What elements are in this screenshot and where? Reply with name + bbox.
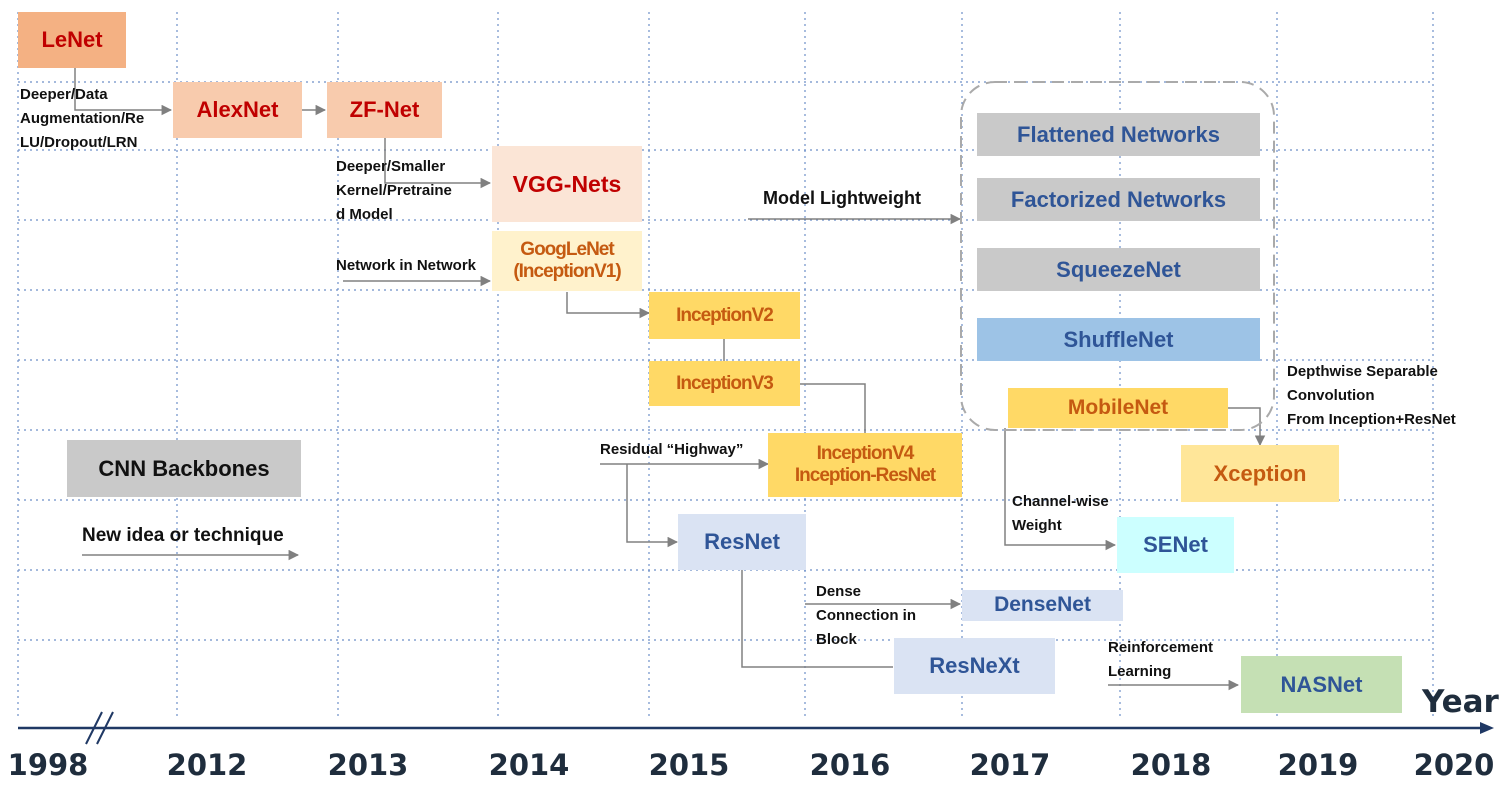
connectors bbox=[74, 68, 1266, 691]
senet-box: SENet bbox=[1117, 517, 1234, 573]
rl-label: Reinforcement Learning bbox=[1108, 636, 1213, 684]
vgg-idea-line2: Kernel/Pretraine bbox=[336, 182, 452, 199]
channel-line1: Channel-wise bbox=[1012, 493, 1109, 510]
year-label-2019: 2019 bbox=[1277, 748, 1359, 782]
legend-backbone-label: CNN Backbones bbox=[98, 455, 270, 481]
squeezenet-box: SqueezeNet bbox=[977, 248, 1260, 291]
xception-box: Xception bbox=[1181, 445, 1339, 502]
lightweight-group-outline bbox=[960, 81, 1275, 431]
year-label-2020: 2020 bbox=[1413, 748, 1495, 782]
shufflenet-box: ShuffleNet bbox=[977, 318, 1260, 361]
year-label-2017: 2017 bbox=[969, 748, 1051, 782]
xception-label: Xception bbox=[1213, 460, 1307, 486]
year-label-2014: 2014 bbox=[488, 748, 570, 782]
googlenet-label-line2: (InceptionV1) bbox=[513, 261, 621, 282]
rl-line1: Reinforcement bbox=[1108, 639, 1214, 656]
vgg-idea-line1: Deeper/Smaller bbox=[336, 158, 446, 175]
year-label-1998: 1998 bbox=[7, 748, 89, 782]
factorized-box: Factorized Networks bbox=[977, 178, 1260, 221]
resnet-box: ResNet bbox=[678, 514, 806, 570]
legend-backbone-box: CNN Backbones bbox=[67, 440, 301, 497]
shufflenet-label: ShuffleNet bbox=[1063, 326, 1174, 352]
legend-idea-label: New idea or technique bbox=[82, 525, 284, 546]
vgg-box: VGG-Nets bbox=[492, 146, 642, 222]
lenet-label: LeNet bbox=[41, 27, 103, 53]
flattened-box: Flattened Networks bbox=[977, 113, 1260, 156]
zfnet-box: ZF-Net bbox=[327, 82, 442, 138]
vgg-label: VGG-Nets bbox=[512, 170, 622, 197]
depthwise-label: Depthwise Separable Convolution From Inc… bbox=[1287, 360, 1456, 432]
zfnet-label: ZF-Net bbox=[349, 97, 420, 123]
nasnet-label: NASNet bbox=[1280, 671, 1363, 697]
depthwise-line3: From Inception+ResNet bbox=[1287, 411, 1456, 428]
dense-line3: Block bbox=[816, 631, 857, 648]
inceptionv2-label: InceptionV2 bbox=[676, 304, 774, 326]
alexnet-label: AlexNet bbox=[196, 97, 279, 123]
googlenet-box: GoogLeNet (InceptionV1) bbox=[492, 231, 642, 291]
alexnet-idea-line1: Deeper/Data bbox=[20, 86, 108, 103]
flattened-label: Flattened Networks bbox=[1017, 121, 1220, 147]
densenet-label: DenseNet bbox=[994, 593, 1091, 617]
lightweight-label: Model Lightweight bbox=[763, 188, 921, 208]
mobilenet-label: MobileNet bbox=[1067, 395, 1169, 419]
vgg-idea-label: Deeper/Smaller Kernel/Pretraine d Model bbox=[336, 155, 452, 227]
year-axis-title: Year bbox=[1422, 684, 1499, 720]
year-label-2012: 2012 bbox=[166, 748, 248, 782]
alexnet-idea-line2: Augmentation/Re bbox=[20, 110, 145, 127]
densenet-box: DenseNet bbox=[962, 590, 1123, 621]
resnext-box: ResNeXt bbox=[894, 638, 1055, 694]
senet-label: SENet bbox=[1143, 532, 1208, 558]
mobilenet-box: MobileNet bbox=[1008, 388, 1228, 428]
factorized-label: Factorized Networks bbox=[1010, 186, 1227, 212]
inceptionv3-label: InceptionV3 bbox=[676, 372, 774, 394]
alexnet-idea-label: Deeper/Data Augmentation/Re LU/Dropout/L… bbox=[20, 83, 144, 155]
inceptionv4-label-line2: Inception-ResNet bbox=[794, 465, 936, 486]
lenet-box: LeNet bbox=[18, 12, 126, 68]
inceptionv3-box: InceptionV3 bbox=[649, 361, 800, 406]
inceptionv4-label-line1: InceptionV4 bbox=[816, 443, 915, 465]
year-label-2015: 2015 bbox=[648, 748, 730, 782]
alexnet-idea-line3: LU/Dropout/LRN bbox=[20, 134, 138, 151]
depthwise-line2: Convolution bbox=[1287, 387, 1375, 404]
residual-label: Residual “Highway” bbox=[600, 441, 744, 458]
channel-line2: Weight bbox=[1012, 517, 1062, 534]
dense-line2: Connection in bbox=[816, 607, 916, 624]
inceptionv2-box: InceptionV2 bbox=[649, 292, 800, 339]
googlenet-label-line1: GoogLeNet bbox=[520, 239, 614, 261]
squeezenet-label: SqueezeNet bbox=[1056, 256, 1181, 282]
nin-label: Network in Network bbox=[336, 257, 477, 274]
dense-label: Dense Connection in Block bbox=[816, 580, 916, 652]
year-label-2018: 2018 bbox=[1130, 748, 1212, 782]
year-axis bbox=[18, 711, 1494, 745]
resnet-label: ResNet bbox=[704, 529, 780, 555]
resnext-label: ResNeXt bbox=[929, 653, 1020, 679]
depthwise-line1: Depthwise Separable bbox=[1287, 363, 1438, 380]
nasnet-box: NASNet bbox=[1241, 656, 1402, 713]
rl-line2: Learning bbox=[1108, 663, 1172, 680]
year-label-2013: 2013 bbox=[327, 748, 409, 782]
alexnet-box: AlexNet bbox=[173, 82, 302, 138]
inceptionv4-box: InceptionV4 Inception-ResNet bbox=[768, 433, 962, 497]
dense-line1: Dense bbox=[816, 583, 862, 600]
channel-label: Channel-wise Weight bbox=[1012, 490, 1109, 538]
year-label-2016: 2016 bbox=[809, 748, 891, 782]
vgg-idea-line3: d Model bbox=[336, 206, 393, 223]
